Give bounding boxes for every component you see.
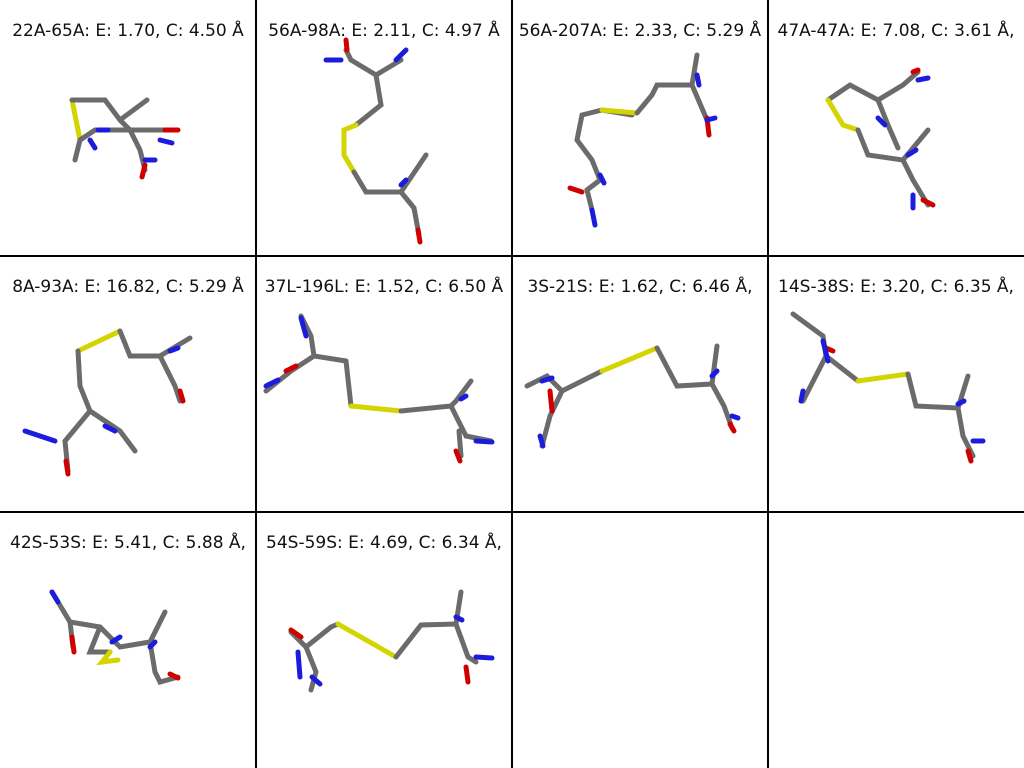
panel-title: 47A-47A: E: 7.08, C: 3.61 Å, [777,21,1015,41]
panel-12 [768,512,1024,768]
panel-11 [512,512,768,768]
molecule-structure [323,37,429,245]
molecule-structure [825,67,936,211]
panel-5: 8A-93A: E: 16.82, C: 5.29 Å [0,256,256,512]
panel-1: 22A-65A: E: 1.70, C: 4.50 Å [0,0,256,256]
panel-10: 54S-59S: E: 4.69, C: 6.34 Å, [256,512,512,768]
molecule-structure [263,313,495,464]
panel-7: 3S-21S: E: 1.62, C: 6.46 Å, [512,256,768,512]
molecule-structure [22,328,193,477]
molecule-structure [288,589,495,693]
panel-title: 22A-65A: E: 1.70, C: 4.50 Å [12,21,244,41]
panel-2: 56A-98A: E: 2.11, C: 4.97 Å [256,0,512,256]
panel-3: 56A-207A: E: 2.33, C: 5.29 Å [512,0,768,256]
molecule-structure [567,52,718,228]
molecule-structure [69,97,181,180]
panel-title: 56A-98A: E: 2.11, C: 4.97 Å [268,21,500,41]
panel-6: 37L-196L: E: 1.52, C: 6.50 Å [256,256,512,512]
panel-title: 8A-93A: E: 16.82, C: 5.29 Å [12,277,244,297]
panel-title: 37L-196L: E: 1.52, C: 6.50 Å [264,277,504,297]
panel-8: 14S-38S: E: 3.20, C: 6.35 Å, [768,256,1024,512]
panel-title: 54S-59S: E: 4.69, C: 6.34 Å, [266,533,502,553]
panel-4: 47A-47A: E: 7.08, C: 3.61 Å, [768,0,1024,256]
molecule-structure [790,311,986,464]
molecule-structure [49,589,181,685]
panel-title: 56A-207A: E: 2.33, C: 5.29 Å [518,21,762,41]
panel-title: 14S-38S: E: 3.20, C: 6.35 Å, [778,277,1014,297]
panel-9: 42S-53S: E: 5.41, C: 5.88 Å, [0,512,256,768]
panel-title: 3S-21S: E: 1.62, C: 6.46 Å, [527,277,753,297]
molecule-structure [524,343,741,449]
panel-title: 42S-53S: E: 5.41, C: 5.88 Å, [10,533,246,553]
